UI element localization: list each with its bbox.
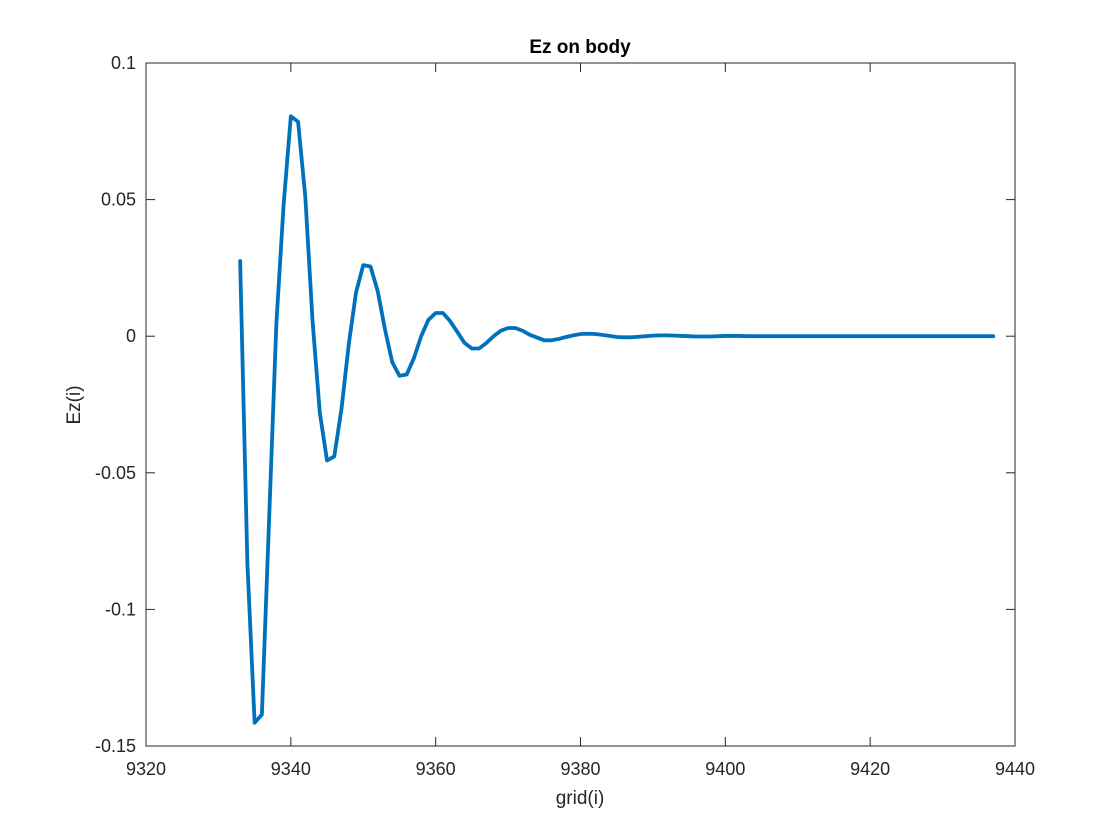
y-tick-label: 0.05 [101, 190, 136, 210]
y-axis-title: Ez(i) [64, 385, 85, 424]
y-tick-label: 0 [126, 326, 136, 346]
y-tick-label: -0.05 [95, 463, 136, 483]
series-line [238, 114, 996, 725]
x-tick-label: 9360 [416, 759, 456, 779]
x-tick-label: 9340 [271, 759, 311, 779]
y-axis: -0.15 -0.1 -0.05 0 0.05 0.1 [95, 53, 1015, 756]
x-axis: 9320 9340 9360 9380 9400 9420 9440 [126, 63, 1035, 779]
y-tick-label: 0.1 [111, 53, 136, 73]
x-tick-label: 9420 [850, 759, 890, 779]
chart-title: Ez on body [529, 37, 631, 58]
x-tick-label: 9320 [126, 759, 166, 779]
x-tick-label: 9440 [995, 759, 1035, 779]
y-tick-label: -0.15 [95, 736, 136, 756]
x-tick-label: 9380 [560, 759, 600, 779]
y-tick-label: -0.1 [105, 599, 136, 619]
axes-box [145, 62, 1016, 747]
x-tick-label: 9400 [705, 759, 745, 779]
x-axis-title: grid(i) [556, 788, 605, 809]
